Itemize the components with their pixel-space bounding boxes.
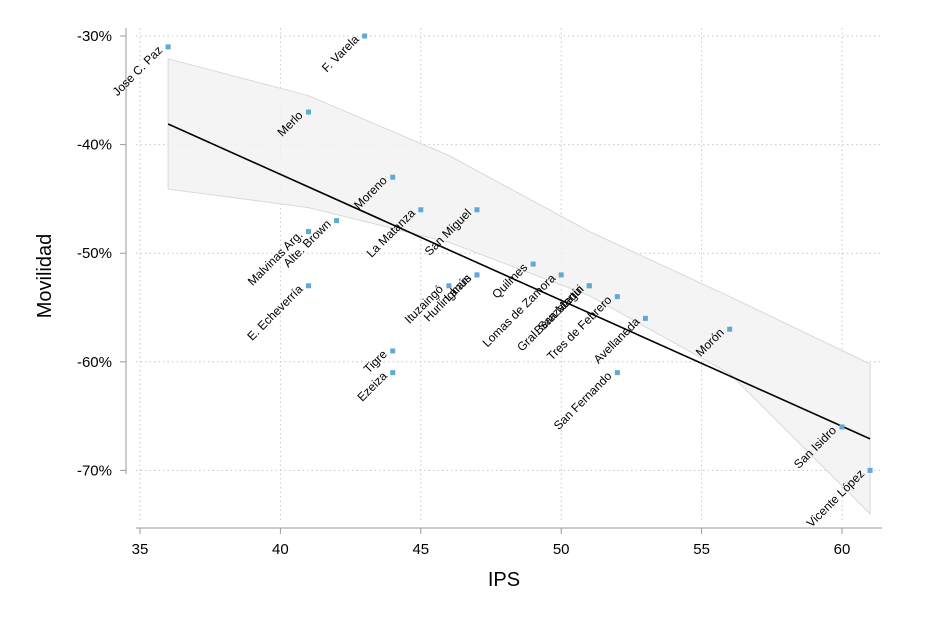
x-tick-label: 50 bbox=[553, 541, 570, 558]
data-point bbox=[305, 109, 311, 115]
data-point bbox=[305, 228, 311, 234]
data-point bbox=[165, 44, 171, 50]
data-point bbox=[558, 272, 564, 278]
y-tick-label: -70% bbox=[77, 462, 112, 479]
y-tick-label: -60% bbox=[77, 354, 112, 371]
x-tick-label: 60 bbox=[834, 541, 851, 558]
data-point bbox=[474, 207, 480, 213]
data-point bbox=[867, 467, 873, 473]
data-point bbox=[642, 315, 648, 321]
axis-ticks: -30% -40% -50% -60% -70% 35 40 45 50 55 60 bbox=[77, 28, 850, 558]
y-axis-title: Movilidad bbox=[34, 234, 56, 318]
x-axis-title: IPS bbox=[488, 569, 520, 591]
data-point bbox=[614, 370, 620, 376]
data-point bbox=[334, 218, 340, 224]
data-point bbox=[727, 326, 733, 332]
x-tick-label: 35 bbox=[132, 541, 149, 558]
data-points bbox=[165, 33, 873, 473]
data-point bbox=[586, 283, 592, 289]
data-point bbox=[305, 283, 311, 289]
data-point bbox=[390, 348, 396, 354]
confidence-band-area bbox=[167, 58, 871, 516]
confidence-band bbox=[167, 58, 871, 516]
y-tick-label: -40% bbox=[77, 137, 112, 154]
data-point bbox=[362, 33, 368, 39]
x-tick-label: 45 bbox=[412, 541, 429, 558]
data-point bbox=[530, 261, 536, 267]
fit-line bbox=[167, 123, 871, 440]
data-point bbox=[418, 207, 424, 213]
data-point bbox=[390, 174, 396, 180]
y-tick-label: -50% bbox=[77, 245, 112, 262]
data-point bbox=[390, 370, 396, 376]
data-point bbox=[614, 294, 620, 300]
x-tick-label: 40 bbox=[272, 541, 289, 558]
fit-line-group bbox=[167, 123, 871, 440]
x-tick-label: 55 bbox=[693, 541, 710, 558]
data-point bbox=[446, 283, 452, 289]
axes bbox=[125, 28, 882, 529]
y-tick-label: -30% bbox=[77, 28, 112, 45]
data-point bbox=[839, 424, 845, 430]
data-point bbox=[474, 272, 480, 278]
